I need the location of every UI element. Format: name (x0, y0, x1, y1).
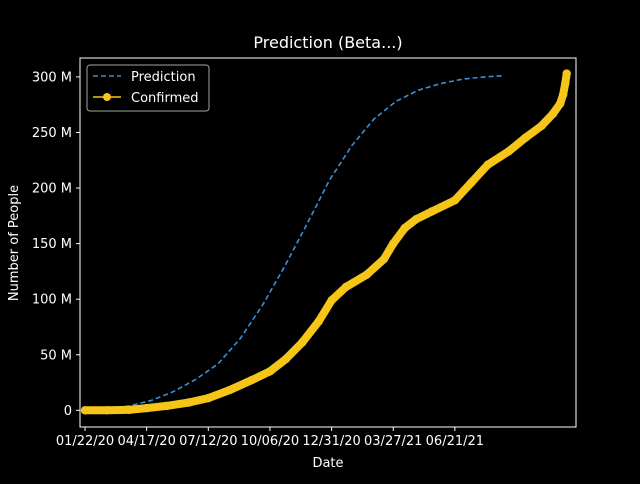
y-tick-label: 100 M (32, 293, 72, 308)
confirmed-point (142, 403, 151, 413)
y-tick-label: 250 M (32, 126, 72, 141)
confirmed-point (400, 223, 409, 233)
x-tick-label: 06/21/21 (426, 434, 484, 449)
x-tick-label: 07/12/20 (179, 434, 237, 449)
legend: Prediction Confirmed (86, 64, 210, 112)
plot-area (79, 57, 577, 428)
prediction-line (84, 75, 503, 412)
y-tick-label: 150 M (32, 237, 72, 252)
confirmed-point (224, 386, 234, 395)
x-tick-label: 03/27/21 (364, 434, 422, 449)
confirmed-point (450, 196, 460, 205)
confirmed-point (204, 393, 213, 403)
confirmed-point (327, 296, 336, 305)
confirmed-point (341, 282, 351, 292)
y-tick-label: 300 M (32, 70, 72, 85)
confirmed-point (558, 90, 568, 99)
x-axis-label: Date (312, 456, 343, 471)
confirmed-point (247, 376, 256, 385)
confirmed-point (556, 99, 565, 108)
x-tick-label: 12/31/20 (302, 434, 360, 449)
confirmed-point (389, 239, 398, 248)
confirmed-point (125, 405, 134, 414)
confirmed-point (103, 406, 112, 415)
confirmed-point (412, 215, 421, 224)
confirmed-point (80, 406, 90, 415)
confirmed-point (483, 160, 492, 169)
x-axis-ticks: 01/22/20 04/17/20 07/12/20 10/06/20 12/31/20… (56, 427, 484, 449)
confirmed-point (162, 401, 171, 411)
x-tick-label: 01/22/20 (56, 434, 114, 449)
y-axis-label: Number of People (7, 185, 22, 301)
legend-confirmed-label: Confirmed (131, 91, 199, 106)
confirmed-point (427, 207, 437, 216)
legend-confirmed-marker (103, 93, 111, 101)
y-tick-label: 200 M (32, 182, 72, 197)
confirmed-point (265, 367, 275, 376)
confirmed-point (520, 133, 530, 143)
confirmed-point (504, 147, 513, 156)
confirmed-point (184, 398, 194, 407)
confirmed-point (548, 109, 558, 118)
confirmed-point (298, 338, 307, 347)
y-tick-label: 0 (64, 404, 72, 419)
confirmed-point (561, 79, 570, 88)
y-axis-ticks: 0 50 M 100 M 150 M 200 M 250 M 300 M (32, 70, 80, 419)
legend-prediction-label: Prediction (131, 70, 196, 85)
y-tick-label: 50 M (40, 348, 72, 363)
x-tick-label: 04/17/20 (117, 434, 175, 449)
confirmed-point (537, 121, 546, 130)
x-tick-label: 10/06/20 (241, 434, 299, 449)
confirmed-point (379, 255, 389, 264)
confirmed-point (281, 355, 290, 364)
confirmed-point (467, 178, 476, 187)
confirmed-point (562, 69, 571, 78)
series-layer (80, 69, 571, 415)
chart-title: Prediction (Beta...) (253, 33, 402, 52)
confirmed-point (314, 317, 323, 326)
confirmed-point (362, 270, 371, 279)
